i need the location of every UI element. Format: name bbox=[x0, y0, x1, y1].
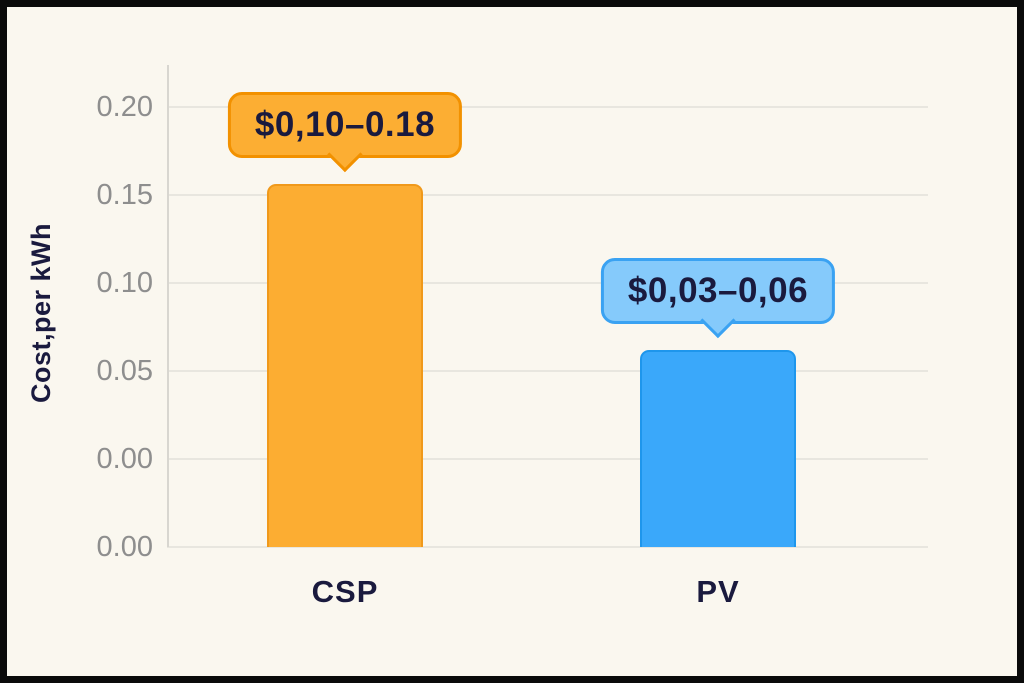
y-tick-label: 0.00 bbox=[96, 443, 153, 475]
gridline bbox=[167, 282, 928, 284]
bar-pv bbox=[640, 349, 796, 547]
y-tick-label: 0.10 bbox=[96, 267, 153, 299]
x-tick-label-pv: PV bbox=[696, 574, 740, 609]
gridline bbox=[167, 370, 928, 372]
y-axis-line bbox=[167, 65, 169, 547]
plot-area: $0,10–0.18 $0,03–0,06 bbox=[167, 65, 928, 548]
gridline bbox=[167, 546, 928, 548]
callout-text: $0,10–0.18 bbox=[254, 105, 436, 145]
y-tick-label: 0.00 bbox=[96, 531, 153, 563]
x-tick-label-csp: CSP bbox=[311, 574, 379, 609]
y-tick-label: 0.15 bbox=[96, 179, 153, 211]
gridline bbox=[167, 106, 928, 108]
gridline bbox=[167, 458, 928, 460]
gridline bbox=[167, 194, 928, 196]
bar-csp bbox=[267, 184, 423, 547]
y-tick-label: 0.05 bbox=[96, 355, 153, 387]
y-tick-label: 0.20 bbox=[96, 91, 153, 123]
value-callout-pv: $0,03–0,06 bbox=[600, 257, 836, 339]
value-callout-csp: $0,10–0.18 bbox=[227, 92, 463, 173]
callout-text: $0,03–0,06 bbox=[627, 270, 809, 310]
